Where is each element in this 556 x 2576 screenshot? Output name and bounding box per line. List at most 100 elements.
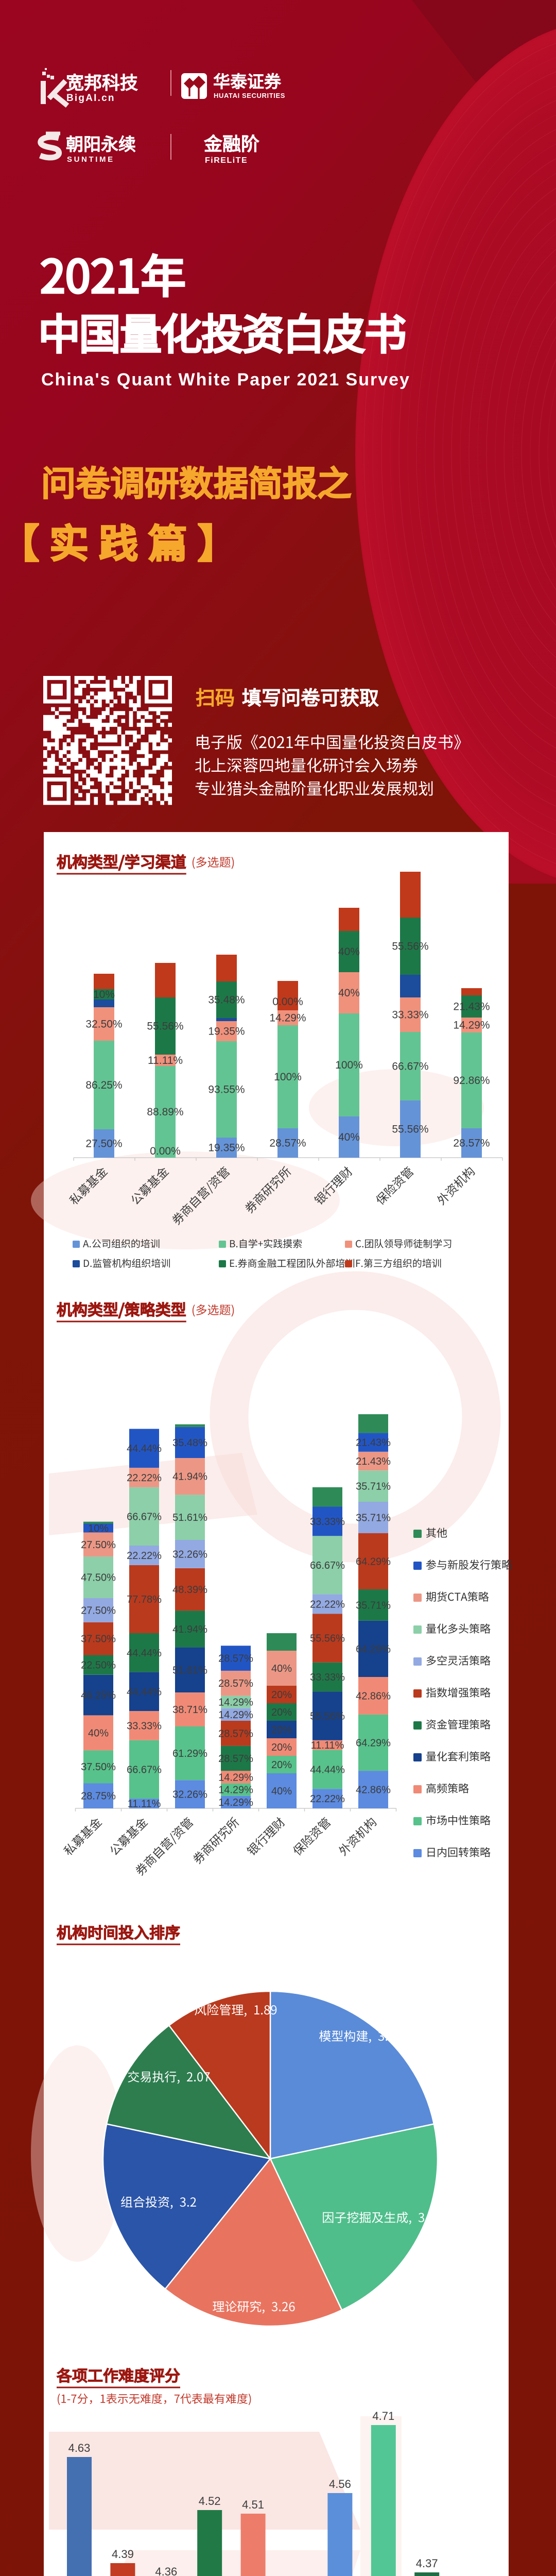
svg-text:61.29%: 61.29% <box>172 1748 207 1759</box>
svg-text:33.33%: 33.33% <box>392 1009 428 1021</box>
svg-text:33.33%: 33.33% <box>310 1516 345 1528</box>
svg-text:4.52: 4.52 <box>199 2495 221 2507</box>
svg-text:64.29%: 64.29% <box>356 1738 391 1749</box>
svg-text:20%: 20% <box>271 1742 292 1753</box>
svg-text:27.50%: 27.50% <box>81 1539 116 1551</box>
svg-text:37.50%: 37.50% <box>81 1761 116 1773</box>
svg-text:20%: 20% <box>271 1689 292 1701</box>
svg-text:27.50%: 27.50% <box>85 1138 122 1150</box>
svg-text:20%: 20% <box>271 1724 292 1736</box>
svg-text:35.48%: 35.48% <box>172 1437 207 1449</box>
svg-text:66.67%: 66.67% <box>310 1560 345 1571</box>
svg-text:14.29%: 14.29% <box>269 1012 306 1024</box>
svg-text:40%: 40% <box>271 1786 292 1797</box>
svg-text:28.57%: 28.57% <box>218 1753 253 1765</box>
svg-text:28.57%: 28.57% <box>218 1728 253 1739</box>
svg-text:33.33%: 33.33% <box>127 1720 162 1732</box>
svg-text:51.61%: 51.61% <box>172 1512 207 1523</box>
svg-text:33.33%: 33.33% <box>310 1672 345 1683</box>
svg-text:4.56: 4.56 <box>329 2478 351 2490</box>
svg-text:21.43%: 21.43% <box>356 1456 391 1467</box>
svg-text:55.56%: 55.56% <box>392 1124 428 1136</box>
svg-text:0.00%: 0.00% <box>272 996 303 1008</box>
svg-text:40%: 40% <box>338 987 360 999</box>
svg-text:86.25%: 86.25% <box>85 1079 122 1091</box>
svg-text:28.57%: 28.57% <box>269 1138 306 1149</box>
svg-text:55.56%: 55.56% <box>310 1633 345 1645</box>
svg-text:55.56%: 55.56% <box>310 1711 345 1722</box>
svg-text:4.36: 4.36 <box>155 2565 177 2576</box>
svg-text:20%: 20% <box>271 1759 292 1771</box>
svg-text:14.29%: 14.29% <box>218 1785 253 1796</box>
svg-text:51.61%: 51.61% <box>172 1665 207 1676</box>
svg-text:28.57%: 28.57% <box>453 1138 490 1149</box>
svg-text:4.39: 4.39 <box>112 2548 134 2561</box>
svg-text:22.22%: 22.22% <box>310 1599 345 1610</box>
svg-text:HUATAI SECURITIES: HUATAI SECURITIES <box>214 92 285 99</box>
svg-text:42.86%: 42.86% <box>356 1690 391 1702</box>
svg-text:28.57%: 28.57% <box>218 1653 253 1665</box>
svg-text:22.50%: 22.50% <box>81 1660 116 1671</box>
svg-text:88.89%: 88.89% <box>147 1106 183 1118</box>
svg-text:28.75%: 28.75% <box>81 1791 116 1802</box>
svg-text:11.11%: 11.11% <box>311 1740 344 1751</box>
svg-text:20%: 20% <box>271 1707 292 1718</box>
svg-text:14.29%: 14.29% <box>453 1020 490 1031</box>
svg-text:FiRELiTE: FiRELiTE <box>205 156 248 165</box>
svg-text:41.94%: 41.94% <box>172 1471 207 1483</box>
svg-text:48.39%: 48.39% <box>172 1584 207 1596</box>
svg-text:92.86%: 92.86% <box>453 1075 490 1087</box>
svg-text:32.50%: 32.50% <box>85 1019 122 1030</box>
svg-text:14.29%: 14.29% <box>218 1797 253 1808</box>
svg-text:40%: 40% <box>88 1727 109 1739</box>
svg-text:22.22%: 22.22% <box>310 1793 345 1805</box>
svg-text:64.29%: 64.29% <box>356 1556 391 1567</box>
svg-text:19.35%: 19.35% <box>208 1142 245 1154</box>
svg-text:10%: 10% <box>88 1523 109 1534</box>
svg-text:11.11%: 11.11% <box>128 1799 161 1810</box>
svg-text:22.22%: 22.22% <box>127 1472 162 1484</box>
svg-text:32.26%: 32.26% <box>172 1549 207 1560</box>
svg-text:10%: 10% <box>93 989 115 1001</box>
svg-text:77.78%: 77.78% <box>127 1594 162 1605</box>
svg-text:35.71%: 35.71% <box>356 1481 391 1493</box>
svg-text:35.71%: 35.71% <box>356 1512 391 1523</box>
svg-text:27.50%: 27.50% <box>81 1605 116 1616</box>
svg-text:38.71%: 38.71% <box>172 1704 207 1716</box>
svg-text:14.29%: 14.29% <box>218 1697 253 1708</box>
svg-text:44.44%: 44.44% <box>310 1765 345 1776</box>
svg-text:21.43%: 21.43% <box>356 1437 391 1449</box>
svg-text:14.29%: 14.29% <box>218 1772 253 1783</box>
svg-text:44.44%: 44.44% <box>127 1443 162 1454</box>
svg-text:47.50%: 47.50% <box>81 1572 116 1584</box>
svg-text:11.11%: 11.11% <box>148 1055 183 1066</box>
svg-text:42.86%: 42.86% <box>356 1785 391 1796</box>
svg-text:0.00%: 0.00% <box>150 1145 181 1157</box>
svg-text:4.71: 4.71 <box>372 2410 394 2422</box>
svg-text:66.67%: 66.67% <box>127 1511 162 1522</box>
svg-text:46.25%: 46.25% <box>81 1690 116 1701</box>
svg-text:40%: 40% <box>338 946 360 958</box>
svg-text:19.35%: 19.35% <box>208 1026 245 1038</box>
svg-text:14.29%: 14.29% <box>218 1709 253 1721</box>
svg-text:37.50%: 37.50% <box>81 1634 116 1645</box>
svg-text:93.55%: 93.55% <box>208 1084 245 1096</box>
svg-text:4.63: 4.63 <box>68 2442 91 2454</box>
svg-text:44.44%: 44.44% <box>127 1686 162 1698</box>
svg-text:55.56%: 55.56% <box>147 1021 183 1032</box>
svg-text:41.94%: 41.94% <box>172 1624 207 1635</box>
svg-text:China's Quant White Paper: China's Quant White Paper 2021 Survey <box>41 370 410 389</box>
svg-text:64.29%: 64.29% <box>356 1643 391 1655</box>
svg-text:55.56%: 55.56% <box>392 941 428 953</box>
svg-text:100%: 100% <box>335 1059 363 1071</box>
svg-text:4.51: 4.51 <box>242 2498 264 2511</box>
svg-text:40%: 40% <box>338 1131 360 1143</box>
svg-text:28.57%: 28.57% <box>218 1678 253 1689</box>
svg-text:40%: 40% <box>271 1663 292 1674</box>
svg-text:66.67%: 66.67% <box>392 1061 428 1073</box>
svg-text:22.22%: 22.22% <box>127 1550 162 1562</box>
svg-text:100%: 100% <box>274 1071 302 1083</box>
svg-text:32.26%: 32.26% <box>172 1789 207 1801</box>
svg-text:4.37: 4.37 <box>416 2557 438 2570</box>
svg-text:66.67%: 66.67% <box>127 1764 162 1775</box>
